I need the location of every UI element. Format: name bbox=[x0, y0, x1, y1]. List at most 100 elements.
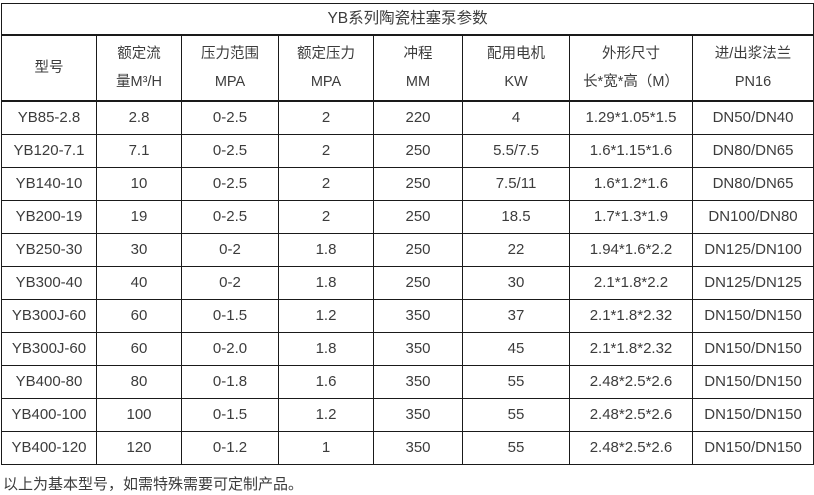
cell-flow: 10 bbox=[96, 167, 182, 201]
cell-flange: DN80/DN65 bbox=[691, 134, 814, 168]
cell-prange: 0-1.8 bbox=[181, 365, 279, 399]
table-row: YB300J-60 60 0-1.5 1.2 350 37 2.1*1.8*2.32 DN15… bbox=[1, 299, 814, 333]
column-header-prange: 压力范围 MPA bbox=[181, 34, 279, 102]
table-row: YB300J-60 60 0-2.0 1.8 350 45 2.1*1.8*2.32 DN15… bbox=[1, 332, 814, 366]
column-header-flange: 进/出浆法兰 PN16 bbox=[691, 34, 814, 102]
cell-motor: 18.5 bbox=[462, 200, 570, 234]
column-header-line1: 配用电机 bbox=[487, 46, 545, 63]
cell-motor: 55 bbox=[462, 431, 570, 465]
cell-prated: 1.2 bbox=[278, 299, 374, 333]
cell-flange: DN100/DN80 bbox=[691, 200, 814, 234]
cell-model: YB400-80 bbox=[1, 365, 97, 399]
cell-prated: 1.6 bbox=[278, 365, 374, 399]
cell-stroke: 350 bbox=[373, 398, 463, 432]
column-header-line1: 额定流 bbox=[117, 46, 161, 63]
cell-model: YB400-100 bbox=[1, 398, 97, 432]
column-header-flow: 额定流量M³/H bbox=[96, 34, 182, 102]
column-header-line2: PN16 bbox=[734, 73, 772, 90]
cell-stroke: 250 bbox=[373, 167, 463, 201]
table-body: YB系列陶瓷柱塞泵参数 型号 额定流 量M³/H 压力范围 MPA 额定压力 MPA 冲程 MM… bbox=[0, 3, 814, 465]
pump-spec-table: YB系列陶瓷柱塞泵参数 型号 额定流 量M³/H 压力范围 MPA 额定压力 MPA 冲程 MM… bbox=[0, 3, 814, 465]
column-header-line1: 型号 bbox=[34, 59, 64, 76]
cell-flow: 40 bbox=[96, 266, 182, 300]
cell-dim: 2.1*1.8*2.32 bbox=[569, 299, 693, 333]
cell-prated: 2 bbox=[278, 167, 374, 201]
table-row: YB300-40 40 0-2 1.8 250 30 2.1*1.8*2.2 DN125/DN… bbox=[1, 266, 814, 300]
cell-motor: 4 bbox=[462, 100, 570, 135]
column-header-line1: 进/出浆法兰 bbox=[714, 46, 792, 63]
cell-stroke: 350 bbox=[373, 365, 463, 399]
cell-flange: DN50/DN40 bbox=[691, 100, 814, 135]
cell-dim: 1.94*1.6*2.2 bbox=[569, 233, 693, 267]
cell-flow: 30 bbox=[96, 233, 182, 267]
cell-dim: 1.29*1.05*1.5 bbox=[569, 100, 693, 135]
cell-prange: 0-1.5 bbox=[181, 299, 279, 333]
cell-flange: DN150/DN150 bbox=[691, 332, 814, 366]
cell-prange: 0-2.5 bbox=[181, 167, 279, 201]
cell-flow: 2.8 bbox=[96, 100, 182, 135]
column-header-line1: 外形尺寸 bbox=[602, 46, 660, 63]
column-header-line1: 压力范围 bbox=[201, 46, 259, 63]
table-title: YB系列陶瓷柱塞泵参数 bbox=[0, 3, 814, 36]
cell-stroke: 350 bbox=[373, 332, 463, 366]
cell-motor: 55 bbox=[462, 398, 570, 432]
column-header-line2: 量M³/H bbox=[116, 73, 162, 90]
cell-flow: 100 bbox=[96, 398, 182, 432]
table-row: YB250-30 30 0-2 1.8 250 22 1.94*1.6*2.2 DN125/D… bbox=[1, 233, 814, 267]
table-row: YB140-10 10 0-2.5 2 250 7.5/11 1.6*1.2*1.6 DN80… bbox=[1, 167, 814, 201]
cell-motor: 45 bbox=[462, 332, 570, 366]
cell-prange: 0-2.5 bbox=[181, 100, 279, 135]
column-header-line1: 冲程 bbox=[403, 46, 433, 63]
cell-motor: 5.5/7.5 bbox=[462, 134, 570, 168]
cell-flange: DN125/DN100 bbox=[691, 233, 814, 267]
table-row: YB200-19 19 0-2.5 2 250 18.5 1.7*1.3*1.9 DN100/… bbox=[1, 200, 814, 234]
cell-prated: 1.2 bbox=[278, 398, 374, 432]
cell-stroke: 250 bbox=[373, 233, 463, 267]
cell-model: YB120-7.1 bbox=[1, 134, 97, 168]
column-header-line2: MM bbox=[405, 73, 431, 90]
cell-flange: DN80/DN65 bbox=[691, 167, 814, 201]
cell-prated: 1.8 bbox=[278, 233, 374, 267]
table-row: YB120-7.1 7.1 0-2.5 2 250 5.5/7.5 1.6*1.15*1.6… bbox=[1, 134, 814, 168]
cell-flange: DN150/DN150 bbox=[691, 398, 814, 432]
column-header-motor: 配用电机 KW bbox=[462, 34, 570, 102]
cell-prated: 1.8 bbox=[278, 332, 374, 366]
cell-model: YB300J-60 bbox=[1, 332, 97, 366]
cell-prated: 2 bbox=[278, 100, 374, 135]
cell-stroke: 250 bbox=[373, 134, 463, 168]
cell-dim: 2.48*2.5*2.6 bbox=[569, 431, 693, 465]
cell-flange: DN125/DN125 bbox=[691, 266, 814, 300]
cell-stroke: 250 bbox=[373, 266, 463, 300]
cell-prange: 0-2 bbox=[181, 233, 279, 267]
cell-motor: 37 bbox=[462, 299, 570, 333]
cell-dim: 2.48*2.5*2.6 bbox=[569, 365, 693, 399]
column-header-line1: 额定压力 bbox=[297, 46, 355, 63]
column-header-stroke: 冲程 MM bbox=[373, 34, 463, 102]
column-header-line2: 长*宽*高（M） bbox=[583, 73, 679, 90]
table-row: YB400-80 80 0-1.8 1.6 350 55 2.48*2.5*2.6 DN150… bbox=[1, 365, 814, 399]
cell-model: YB300-40 bbox=[1, 266, 97, 300]
cell-prange: 0-1.2 bbox=[181, 431, 279, 465]
cell-prange: 0-2.0 bbox=[181, 332, 279, 366]
table-footnote: 以上为基本型号，如需特殊需要可定制产品。 bbox=[3, 476, 304, 493]
cell-prange: 0-2.5 bbox=[181, 134, 279, 168]
cell-dim: 1.6*1.2*1.6 bbox=[569, 167, 693, 201]
cell-motor: 55 bbox=[462, 365, 570, 399]
table-title-row: YB系列陶瓷柱塞泵参数 bbox=[0, 3, 814, 36]
cell-prange: 0-1.5 bbox=[181, 398, 279, 432]
table-header-row: 型号 额定流 量M³/H 压力范围 MPA 额定压力 MPA 冲程 MM 配用电机 KW 外形尺寸 长*… bbox=[1, 34, 814, 102]
table-row: YB400-100 100 0-1.5 1.2 350 55 2.48*2.5*2.6 DN1… bbox=[1, 398, 814, 432]
table-row: YB400-120 120 0-1.2 1 350 55 2.48*2.5*2.6 DN150… bbox=[1, 431, 814, 465]
cell-model: YB400-120 bbox=[1, 431, 97, 465]
cell-dim: 1.7*1.3*1.9 bbox=[569, 200, 693, 234]
cell-model: YB300J-60 bbox=[1, 299, 97, 333]
cell-model: YB200-19 bbox=[1, 200, 97, 234]
cell-prated: 2 bbox=[278, 134, 374, 168]
column-header-line2: MPA bbox=[310, 73, 342, 90]
cell-prated: 1 bbox=[278, 431, 374, 465]
cell-stroke: 350 bbox=[373, 299, 463, 333]
cell-flow: 80 bbox=[96, 365, 182, 399]
cell-motor: 22 bbox=[462, 233, 570, 267]
cell-dim: 2.48*2.5*2.6 bbox=[569, 398, 693, 432]
